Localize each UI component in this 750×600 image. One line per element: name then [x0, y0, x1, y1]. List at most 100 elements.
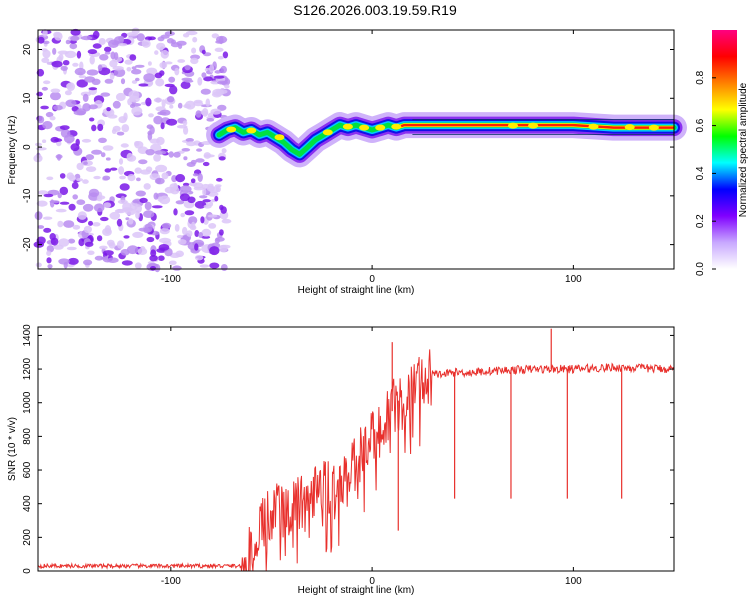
noise-blob	[208, 223, 217, 229]
noise-blob	[109, 72, 115, 80]
noise-blob	[125, 217, 130, 221]
noise-blob	[110, 51, 116, 60]
noise-blob	[151, 205, 163, 209]
noise-blob	[100, 152, 106, 158]
noise-blob	[63, 134, 75, 144]
noise-blob	[177, 59, 186, 63]
frequency-ridge	[206, 112, 687, 168]
noise-blob	[107, 257, 119, 264]
noise-blob	[197, 77, 203, 86]
noise-blob	[42, 139, 47, 143]
noise-blob	[201, 72, 207, 78]
noise-blob	[99, 245, 108, 250]
noise-blob	[164, 83, 175, 88]
noise-blob	[71, 181, 79, 190]
noise-blob	[115, 92, 126, 102]
noise-blob	[203, 76, 213, 82]
noise-scatter	[33, 27, 232, 273]
noise-blob	[200, 88, 211, 95]
noise-blob	[183, 156, 188, 161]
spectrogram-y-label: Frequency (Hz)	[7, 116, 18, 185]
noise-blob	[66, 246, 77, 251]
noise-blob	[131, 106, 143, 116]
noise-blob	[42, 49, 51, 59]
noise-blob	[179, 193, 190, 202]
noise-blob	[92, 30, 100, 39]
noise-blob	[72, 62, 79, 67]
ridge-hotspot	[342, 123, 353, 130]
noise-blob	[36, 68, 45, 77]
noise-blob	[109, 211, 121, 220]
noise-blob	[145, 166, 153, 173]
noise-blob	[104, 168, 112, 173]
noise-blob	[98, 38, 106, 45]
noise-blob	[169, 104, 174, 109]
noise-blob	[128, 218, 134, 225]
noise-blob	[93, 203, 105, 212]
noise-blob	[126, 32, 139, 37]
noise-blob	[217, 80, 228, 85]
noise-blob	[88, 220, 93, 226]
noise-blob	[206, 118, 215, 122]
x-tick-label: 0	[369, 576, 375, 587]
noise-blob	[195, 158, 205, 163]
noise-blob	[194, 255, 204, 261]
noise-blob	[144, 201, 152, 211]
noise-blob	[218, 244, 228, 253]
noise-blob	[97, 123, 104, 132]
noise-blob	[45, 111, 54, 118]
snr-y-ticks: 0 200 400 600 800 1000 1200 1400	[22, 324, 674, 574]
y-tick-label: 600	[22, 461, 33, 478]
noise-blob	[93, 175, 101, 180]
spectrogram-frame	[37, 29, 675, 270]
noise-blob	[193, 101, 204, 107]
noise-blob	[217, 104, 227, 111]
noise-blob	[190, 178, 196, 184]
noise-blob	[135, 190, 146, 197]
noise-blob	[146, 236, 155, 243]
noise-blob	[221, 148, 227, 154]
noise-blob	[127, 174, 136, 182]
noise-blob	[202, 161, 210, 167]
noise-blob	[135, 64, 145, 68]
noise-blob	[182, 182, 190, 187]
noise-blob	[150, 249, 157, 257]
noise-blob	[104, 78, 114, 84]
noise-blob	[213, 75, 225, 79]
noise-blob	[106, 107, 111, 112]
noise-blob	[155, 164, 168, 173]
noise-blob	[59, 201, 70, 205]
noise-blob	[66, 83, 74, 89]
noise-blob	[132, 231, 144, 238]
noise-blob	[41, 48, 48, 52]
chart-title: S126.2026.003.19.59.R19	[293, 2, 457, 18]
noise-blob	[224, 84, 230, 89]
snr-frame	[37, 326, 675, 572]
noise-blob	[40, 105, 49, 110]
noise-blob	[182, 33, 190, 38]
noise-blob	[136, 177, 141, 182]
noise-blob	[43, 216, 53, 220]
noise-blob	[42, 40, 50, 45]
noise-blob	[205, 98, 211, 107]
noise-blob	[184, 210, 195, 216]
noise-blob	[214, 237, 220, 244]
noise-blob	[76, 199, 86, 205]
colorbar-gradient	[712, 30, 737, 269]
ridge-hotspot	[322, 129, 333, 136]
noise-blob	[41, 86, 49, 91]
noise-blob	[79, 61, 84, 70]
noise-blob	[108, 39, 119, 48]
noise-blob	[174, 224, 180, 232]
noise-blob	[56, 154, 62, 161]
noise-blob	[41, 57, 50, 63]
noise-blob	[87, 49, 98, 55]
noise-blob	[135, 77, 140, 82]
noise-blob	[91, 149, 103, 155]
noise-blob	[43, 227, 52, 233]
y-tick-label: -10	[22, 188, 33, 203]
ridge-hotspot	[528, 122, 539, 129]
noise-blob	[184, 64, 191, 71]
noise-blob	[129, 54, 137, 61]
noise-blob	[173, 208, 178, 216]
